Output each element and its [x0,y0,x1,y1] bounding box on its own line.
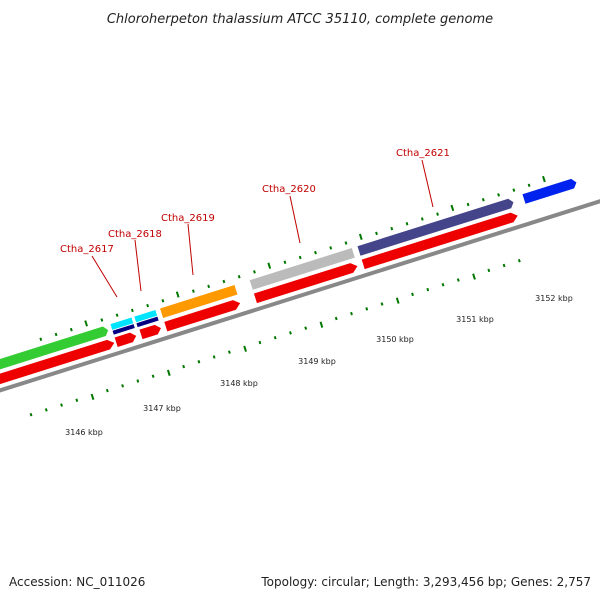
feature-navy[interactable] [112,324,135,335]
tick-label-3147: 3147 kbp [143,404,181,413]
gene-label-ctha-2620[interactable]: Ctha_2620 [262,184,316,195]
gene-label-ctha-2621[interactable]: Ctha_2621 [396,148,450,159]
feature-cyan-2[interactable] [134,309,158,323]
feature-cyan[interactable] [110,317,134,330]
gene-red-2[interactable] [114,331,138,347]
gene-label-ctha-2617[interactable]: Ctha_2617 [60,244,114,255]
genome-title: Chloroherpeton thalassium ATCC 35110, co… [107,12,493,27]
feature-gray[interactable] [249,248,355,290]
gene-label-ctha-2618[interactable]: Ctha_2618 [108,229,162,240]
tick-label-3152: 3152 kbp [535,294,573,303]
tick-label-3151: 3151 kbp [456,315,494,324]
gene-red-5[interactable] [253,261,359,304]
gene-red-6[interactable] [361,211,520,270]
label-leaders [91,159,434,298]
feature-green[interactable] [0,325,110,383]
gene-red-3[interactable] [139,323,162,340]
gene-labels: Ctha_2617 Ctha_2618 Ctha_2619 Ctha_2620 … [60,148,450,255]
tick-label-3146: 3146 kbp [65,428,103,437]
gene-row [0,211,520,396]
upper-tick-ring [39,175,546,341]
gene-red-4[interactable] [164,298,241,332]
accession-text: Accession: NC_011026 [9,575,145,589]
feature-navy-2[interactable] [136,316,159,328]
feature-blue[interactable] [522,178,577,204]
feature-row [0,178,577,383]
genome-track [0,175,600,417]
genome-backbone [0,186,600,407]
topology-text: Topology: circular; Length: 3,293,456 bp… [260,575,591,589]
tick-label-3150: 3150 kbp [376,335,414,344]
lower-tick-ring [29,258,521,417]
feature-purple[interactable] [357,198,515,256]
gene-red-1[interactable] [0,338,116,396]
gene-label-ctha-2619[interactable]: Ctha_2619 [161,213,215,224]
tick-label-3149: 3149 kbp [298,357,336,366]
tick-label-3148: 3148 kbp [220,379,258,388]
feature-orange[interactable] [160,285,238,319]
tick-labels: 3146 kbp 3147 kbp 3148 kbp 3149 kbp 3150… [65,294,573,437]
